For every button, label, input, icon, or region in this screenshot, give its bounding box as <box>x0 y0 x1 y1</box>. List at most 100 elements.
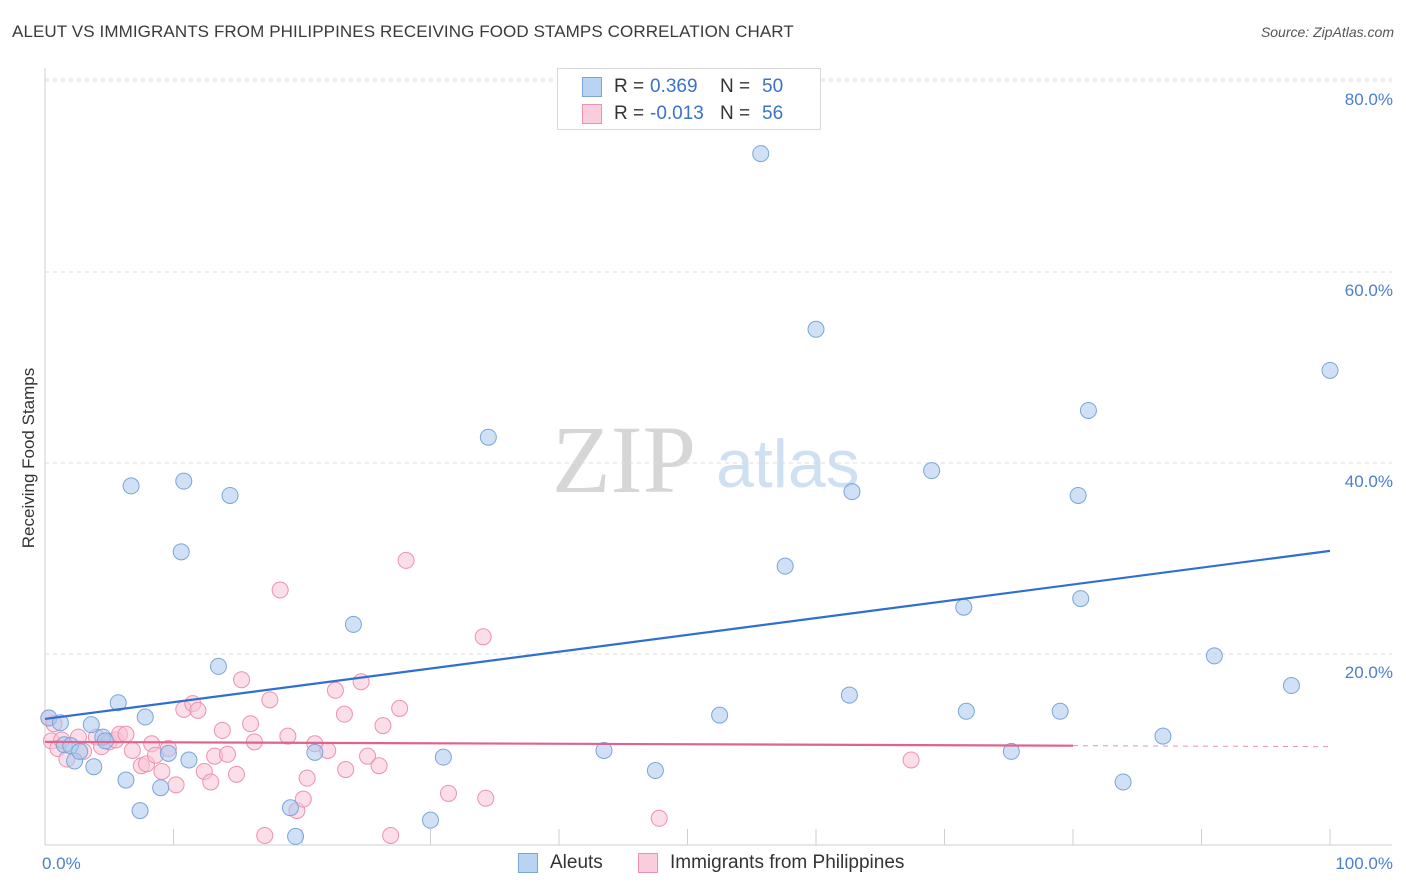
data-point <box>646 762 664 780</box>
watermark-zip: ZIP <box>552 406 696 513</box>
data-point <box>153 762 171 780</box>
x-tick-label: 0.0% <box>42 854 81 873</box>
legend-row-philippines: R = -0.013 N = 56 <box>582 102 783 126</box>
data-point <box>172 543 190 561</box>
series-layer <box>40 145 1339 845</box>
data-point <box>902 751 920 769</box>
data-point <box>1072 590 1090 608</box>
y-tick-label: 60.0% <box>1345 281 1393 300</box>
data-point <box>117 771 135 789</box>
data-point <box>776 557 794 575</box>
data-point <box>344 615 362 633</box>
data-point <box>96 732 114 750</box>
series-immigrants-from-philippines <box>40 551 920 844</box>
trend-line <box>44 740 1074 747</box>
data-point <box>242 715 260 733</box>
data-point <box>1205 647 1223 665</box>
data-point <box>650 809 668 827</box>
r-label: R = <box>614 103 645 124</box>
data-point <box>180 751 198 769</box>
data-point <box>474 628 492 646</box>
data-point <box>159 744 177 762</box>
y-tick-label: 40.0% <box>1345 472 1393 491</box>
data-point <box>397 551 415 569</box>
data-point <box>326 681 344 699</box>
data-point <box>843 483 861 501</box>
data-point <box>202 773 220 791</box>
r-value: 0.369 <box>650 76 698 97</box>
data-point <box>189 701 207 719</box>
data-point <box>136 708 154 726</box>
data-point <box>281 799 299 817</box>
y-tick-label: 20.0% <box>1345 663 1393 682</box>
data-point <box>382 826 400 844</box>
legend-item-philippines: Immigrants from Philippines <box>638 852 904 874</box>
x-tick-labels: 0.0% 100.0% <box>42 854 1393 873</box>
data-point <box>109 694 127 712</box>
y-tick-labels: 20.0% 40.0% 60.0% 80.0% <box>1345 90 1393 682</box>
trend-layer <box>44 549 1331 748</box>
data-point <box>923 462 941 480</box>
data-point <box>477 789 495 807</box>
watermark: ZIP atlas <box>552 406 860 513</box>
legend-row-aleuts: R = 0.369 N = 50 <box>582 75 783 99</box>
data-point <box>175 472 193 490</box>
x-tick-label: 100.0% <box>1335 854 1393 873</box>
data-point <box>370 757 388 775</box>
r-value: -0.013 <box>650 103 704 124</box>
data-point <box>213 721 231 739</box>
series-aleuts <box>40 145 1339 845</box>
y-axis-label: Receiving Food Stamps <box>19 368 38 548</box>
data-point <box>298 769 316 787</box>
n-value: 56 <box>762 103 784 124</box>
data-point <box>752 145 770 163</box>
data-point <box>434 748 452 766</box>
data-point <box>439 784 457 802</box>
data-point <box>359 747 377 765</box>
data-point <box>1154 727 1172 745</box>
correlation-legend: R = 0.369 N = 50 R = -0.013 N = 56 <box>557 68 821 130</box>
source-credit: Source: ZipAtlas.com <box>1260 24 1394 40</box>
data-point <box>218 745 236 763</box>
data-point <box>117 725 135 743</box>
data-point <box>337 761 355 779</box>
chart-title: ALEUT VS IMMIGRANTS FROM PHILIPPINES REC… <box>12 22 794 41</box>
data-point <box>82 716 100 734</box>
data-point <box>1002 742 1020 760</box>
data-point <box>1282 677 1300 695</box>
data-point <box>51 714 69 732</box>
data-point <box>227 765 245 783</box>
n-value: 50 <box>762 76 784 97</box>
data-point <box>1051 702 1069 720</box>
data-point <box>595 741 613 759</box>
data-point <box>1321 361 1339 379</box>
data-point <box>167 776 185 794</box>
data-point <box>71 742 89 760</box>
trend-line-extension <box>1072 745 1331 748</box>
philippines-legend-label: Immigrants from Philippines <box>670 852 905 873</box>
data-point <box>422 811 439 829</box>
data-point <box>287 827 305 845</box>
legend-item-aleuts: Aleuts <box>518 852 603 874</box>
data-point <box>131 802 149 820</box>
data-point <box>955 598 973 616</box>
data-point <box>1114 773 1132 791</box>
trend-line <box>44 549 1331 721</box>
n-label: N = <box>720 76 751 97</box>
watermark-atlas: atlas <box>716 426 860 502</box>
data-point <box>271 581 289 599</box>
aleuts-legend-swatch <box>518 853 538 873</box>
y-tick-label: 80.0% <box>1345 90 1393 109</box>
data-point <box>807 320 825 338</box>
data-point <box>306 743 324 761</box>
data-point <box>391 699 409 717</box>
gridlines <box>45 78 1392 655</box>
series-legend: Aleuts Immigrants from Philippines <box>0 852 1406 876</box>
data-point <box>123 741 141 759</box>
data-point <box>294 790 312 808</box>
data-point <box>256 826 274 844</box>
data-point <box>233 671 251 689</box>
data-point <box>122 477 140 495</box>
n-label: N = <box>720 103 751 124</box>
